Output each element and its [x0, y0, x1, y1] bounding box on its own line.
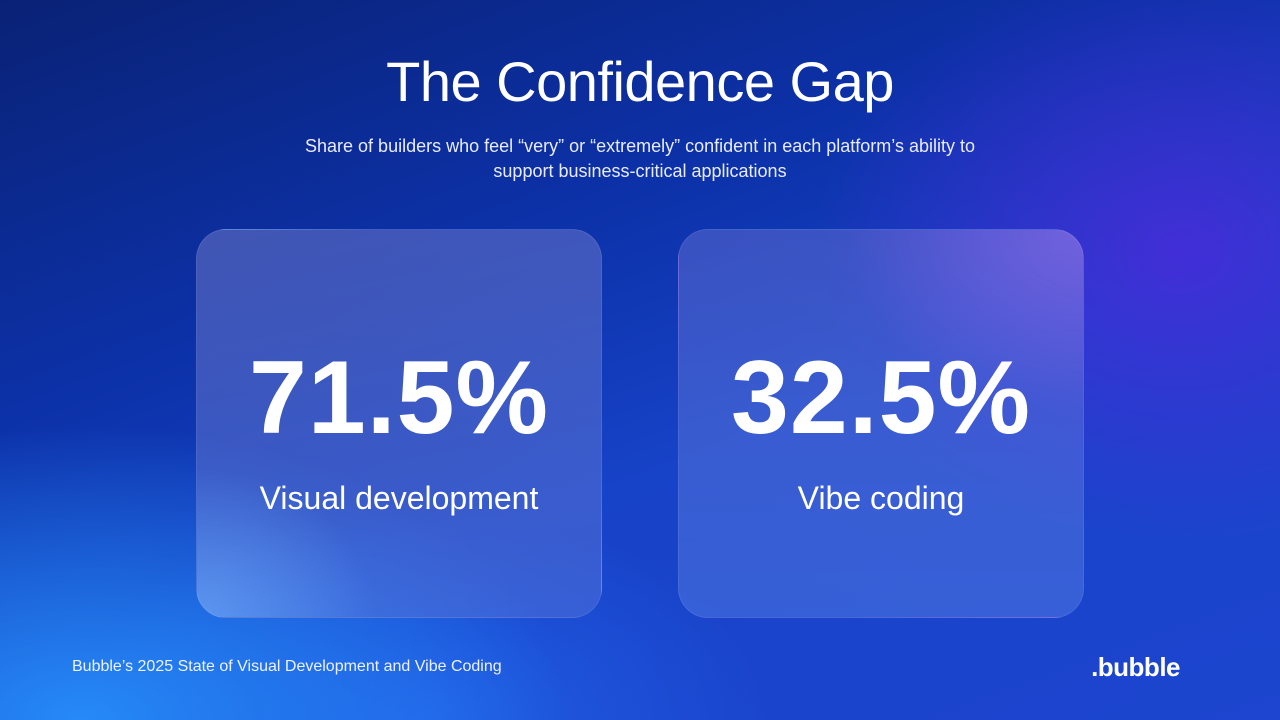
stat-card-visual-development: 71.5% Visual development	[196, 229, 602, 618]
source-caption: Bubble’s 2025 State of Visual Developmen…	[72, 658, 502, 675]
slide-subtitle: Share of builders who feel “very” or “ex…	[305, 136, 975, 181]
stat-label: Vibe coding	[797, 480, 965, 516]
stat-value: 32.5%	[731, 340, 1031, 456]
stat-label: Visual development	[259, 480, 539, 516]
stat-card-vibe-coding: 32.5% Vibe coding	[678, 229, 1084, 618]
slide-title: The Confidence Gap	[386, 50, 894, 113]
bubble-logo: .bubble	[1091, 652, 1180, 682]
stat-value: 71.5%	[249, 340, 549, 456]
